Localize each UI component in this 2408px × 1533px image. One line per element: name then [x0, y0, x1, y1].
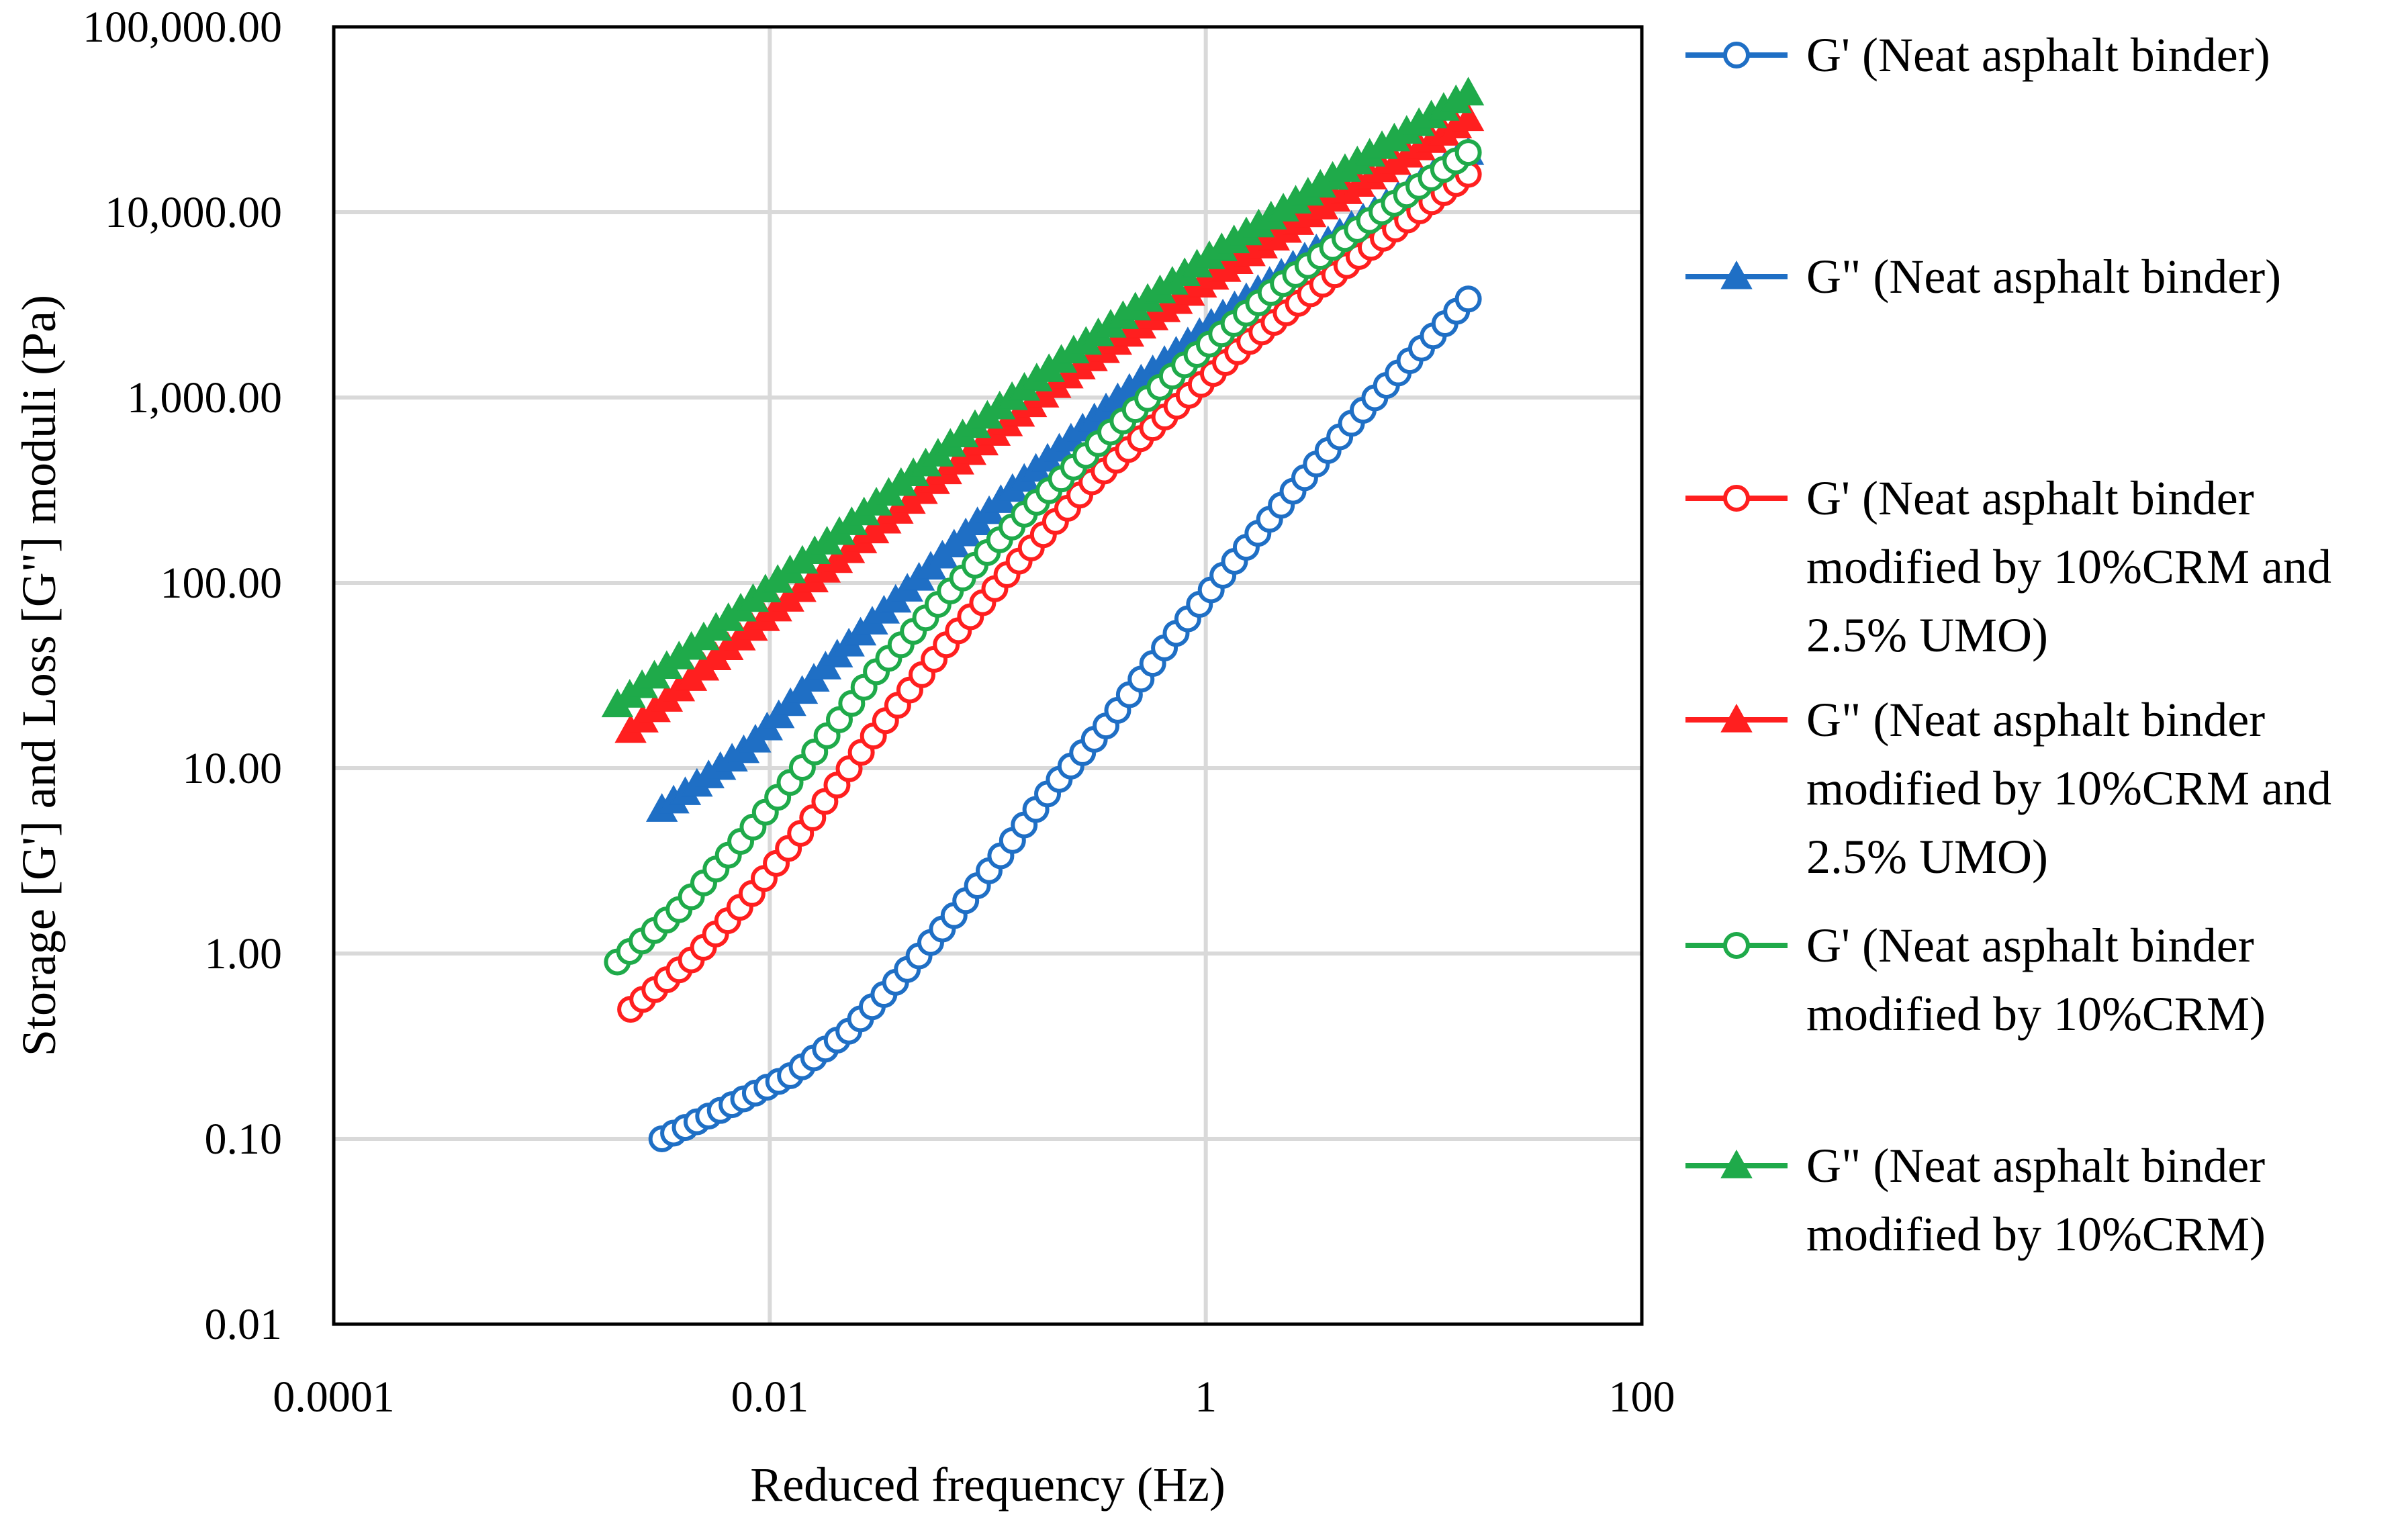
series-layer	[601, 77, 1485, 1152]
legend-label: G" (Neat asphalt binder)	[1806, 250, 2281, 304]
y-tick-label: 0.10	[205, 1115, 283, 1164]
series-5	[604, 139, 1482, 976]
y-axis-title: Storage [G'] and Loss [G"] moduli (Pa)	[12, 295, 66, 1056]
legend-item-3[interactable]: G' (Neat asphalt binder modified by 10%CR…	[1685, 471, 2331, 662]
data-point	[1723, 42, 1750, 68]
legend-label: modified by 10%CRM)	[1806, 987, 2266, 1041]
legend-label: 2.5% UMO)	[1806, 608, 2048, 662]
data-point	[1452, 102, 1485, 132]
data-point	[1720, 260, 1753, 289]
legend-item-1[interactable]: G' (Neat asphalt binder)	[1685, 28, 2270, 82]
data-point	[1452, 77, 1485, 106]
y-tick-label: 10,000.00	[105, 188, 282, 237]
data-point	[1723, 485, 1750, 512]
series-6	[601, 77, 1485, 718]
x-tick-label: 0.01	[731, 1373, 809, 1422]
y-tick-label: 1.00	[205, 929, 283, 978]
y-tick-label: 0.01	[205, 1300, 283, 1349]
legend-item-4[interactable]: G" (Neat asphalt binder modified by 10%CR…	[1685, 693, 2331, 884]
legend-item-2[interactable]: G" (Neat asphalt binder)	[1685, 250, 2281, 304]
legend-item-6[interactable]: G" (Neat asphalt binder modified by 10%CR…	[1685, 1139, 2266, 1261]
data-point	[1454, 139, 1482, 167]
legend-label: modified by 10%CRM)	[1806, 1207, 2266, 1261]
legend-label: G' (Neat asphalt binder)	[1806, 28, 2270, 82]
data-point	[1720, 1149, 1753, 1178]
x-axis-title: Reduced frequency (Hz)	[750, 1458, 1225, 1512]
y-tick-label: 100,000.00	[83, 3, 282, 52]
y-tick-label: 100.00	[160, 559, 283, 608]
x-tick-label: 0.0001	[273, 1373, 395, 1422]
axis-ticks: 0.01 0.10 1.00 10.00 100.00 1,000.00 10,000.00…	[83, 3, 1675, 1422]
legend-label: modified by 10%CRM and	[1806, 761, 2331, 815]
data-point	[1720, 703, 1753, 733]
data-point	[1723, 932, 1750, 959]
legend-label: modified by 10%CRM and	[1806, 540, 2331, 594]
data-point	[1454, 285, 1482, 313]
legend: G' (Neat asphalt binder) G" (Neat asphalt…	[1685, 28, 2331, 1261]
plot-area-frame	[332, 25, 1644, 1326]
legend-label: G" (Neat asphalt binder	[1806, 1139, 2265, 1193]
legend-label: 2.5% UMO)	[1806, 830, 2048, 884]
series-3	[617, 160, 1482, 1023]
series-1	[648, 285, 1482, 1152]
x-tick-label: 1	[1195, 1373, 1217, 1422]
y-tick-label: 10.00	[183, 744, 283, 793]
legend-label: G' (Neat asphalt binder	[1806, 919, 2254, 972]
grid	[334, 27, 1642, 1324]
y-tick-label: 1,000.00	[127, 373, 282, 422]
legend-item-5[interactable]: G' (Neat asphalt binder modified by 10%CR…	[1685, 919, 2266, 1041]
legend-label: G' (Neat asphalt binder	[1806, 471, 2254, 525]
legend-label: G" (Neat asphalt binder	[1806, 693, 2265, 747]
x-tick-label: 100	[1609, 1373, 1675, 1422]
